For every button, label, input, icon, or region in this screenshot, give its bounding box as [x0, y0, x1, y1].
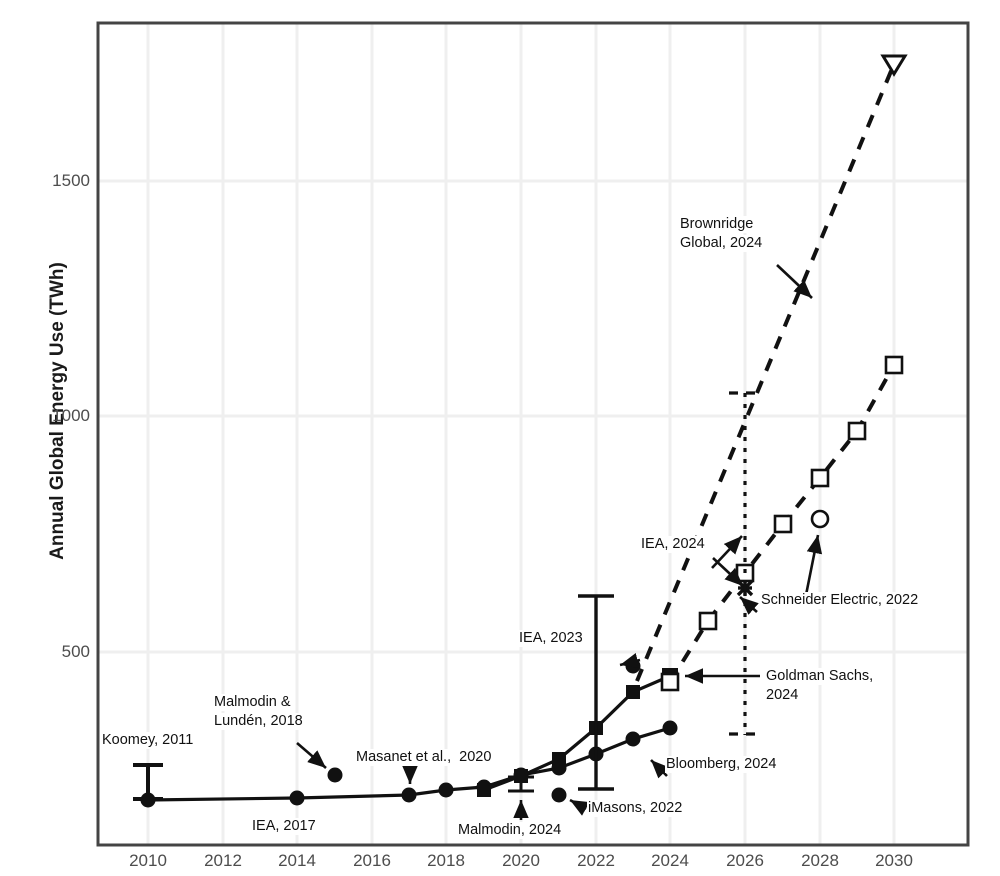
- arrow-bloomberg: [650, 759, 670, 779]
- arrow-schneider-point: [739, 596, 759, 615]
- gridlines-horizontal: [98, 179, 968, 654]
- x-tick-2020: 2020: [502, 851, 540, 870]
- data-point: [401, 787, 417, 803]
- annotation-iea-2024: IEA, 2024: [640, 536, 706, 553]
- annotation-goldman-sachs-2024-line2: 2024: [765, 687, 800, 704]
- y-tick-1000: 1000: [52, 406, 90, 425]
- errorbar-malmodin-2024: [508, 775, 534, 793]
- arrow-schneider: [803, 534, 823, 601]
- annotation-imasons-2022: iMasons, 2022: [587, 800, 684, 817]
- arrow-malmodin-lunden: [296, 742, 327, 769]
- data-point: [626, 685, 640, 699]
- annotation-masanet-2020: Masanet et al., 2020: [355, 749, 493, 766]
- x-tick-2012: 2012: [204, 851, 242, 870]
- x-tick-2010: 2010: [129, 851, 167, 870]
- data-point: [660, 672, 680, 692]
- data-point: [289, 790, 305, 806]
- series-brownridge-global-2024: [635, 54, 908, 682]
- arrow-imasons: [569, 798, 590, 816]
- series-schneider-electric-2022: [660, 355, 904, 692]
- x-tick-2024: 2024: [651, 851, 689, 870]
- data-point-open-circle: [810, 509, 830, 529]
- annotation-malmodin-2024: Malmodin, 2024: [457, 822, 563, 839]
- annotation-brownridge-global-2024-line1: Brownridge: [679, 216, 755, 233]
- x-tick-2028: 2028: [801, 851, 839, 870]
- data-point: [552, 752, 566, 766]
- x-tick-2026: 2026: [726, 851, 764, 870]
- x-tick-2018: 2018: [427, 851, 465, 870]
- annotation-schneider-electric-2022: Schneider Electric, 2022: [760, 592, 920, 609]
- annotation-brownridge-global-2024-line2: Global, 2024: [679, 235, 764, 252]
- arrow-iea-2024-lower: [712, 557, 744, 587]
- annotation-malmodin-lunden-2018-line1: Malmodin &: [213, 694, 292, 711]
- data-point: [698, 611, 718, 631]
- data-point: [847, 421, 867, 441]
- x-tick-2016: 2016: [353, 851, 391, 870]
- arrow-brownridge: [776, 264, 813, 299]
- gridlines-vertical: [146, 23, 896, 845]
- y-tick-500: 500: [61, 642, 90, 661]
- data-point: [884, 355, 904, 375]
- data-point: [477, 783, 491, 797]
- annotation-iea-2017: IEA, 2017: [251, 818, 317, 835]
- data-point-malmodin-lunden-2018: [327, 767, 343, 783]
- x-tick-2014: 2014: [278, 851, 316, 870]
- annotation-goldman-sachs-2024-line1: Goldman Sachs,: [765, 668, 875, 685]
- errorbar-koomey-2011: [133, 763, 163, 801]
- y-tick-1500: 1500: [52, 171, 90, 190]
- data-point-imasons-2022: [551, 787, 567, 803]
- arrow-bloomberg-to-circle: [619, 653, 641, 669]
- annotation-bloomberg-2024: Bloomberg, 2024: [665, 756, 778, 773]
- data-point: [810, 468, 830, 488]
- x-tick-2030: 2030: [875, 851, 913, 870]
- annotation-koomey-2011: Koomey, 2011: [101, 732, 195, 749]
- data-point: [438, 782, 454, 798]
- data-point: [773, 514, 793, 534]
- data-point: [625, 731, 641, 747]
- errorbar-iea-2023: [578, 594, 614, 791]
- annotation-arrows: [296, 264, 823, 820]
- annotation-iea-2023: IEA, 2023: [518, 630, 584, 647]
- errorbar-iea-2024: [729, 391, 762, 736]
- annotation-malmodin-lunden-2018-line2: Lundén, 2018: [213, 713, 304, 730]
- x-tick-2022: 2022: [577, 851, 615, 870]
- data-point-down-triangle: [880, 54, 908, 77]
- data-point: [662, 720, 678, 736]
- plot-frame: [96, 21, 970, 847]
